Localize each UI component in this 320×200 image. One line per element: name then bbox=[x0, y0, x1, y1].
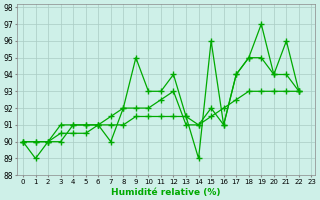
X-axis label: Humidité relative (%): Humidité relative (%) bbox=[111, 188, 221, 197]
